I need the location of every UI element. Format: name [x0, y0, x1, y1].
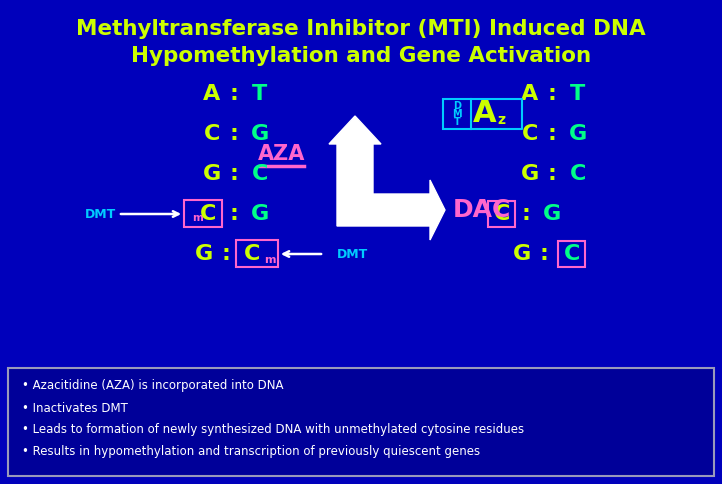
Text: :: : — [547, 164, 557, 184]
Text: A: A — [473, 100, 497, 128]
Text: DMT: DMT — [336, 247, 367, 260]
Text: • Leads to formation of newly synthesized DNA with unmethylated cytosine residue: • Leads to formation of newly synthesize… — [22, 424, 524, 437]
Text: C: C — [570, 164, 586, 184]
Text: C: C — [252, 164, 268, 184]
Text: G: G — [543, 204, 561, 224]
Polygon shape — [329, 116, 445, 240]
Bar — [184, 200, 222, 227]
Text: :: : — [222, 244, 230, 264]
Text: C: C — [494, 204, 510, 224]
Text: G: G — [251, 204, 269, 224]
Text: T: T — [570, 84, 586, 104]
Text: G: G — [195, 244, 213, 264]
Text: C: C — [200, 204, 216, 224]
Text: • Results in hypomethylation and transcription of previously quiescent genes: • Results in hypomethylation and transcr… — [22, 445, 480, 458]
Text: :: : — [547, 84, 557, 104]
Text: DAC: DAC — [453, 198, 511, 222]
Text: AZA: AZA — [258, 144, 305, 164]
Text: Hypomethylation and Gene Activation: Hypomethylation and Gene Activation — [131, 46, 591, 66]
Bar — [558, 241, 585, 267]
Text: z: z — [497, 113, 505, 127]
Text: • Inactivates DMT: • Inactivates DMT — [22, 402, 128, 414]
Text: A: A — [521, 84, 539, 104]
Text: Methyltransferase Inhibitor (MTI) Induced DNA: Methyltransferase Inhibitor (MTI) Induce… — [77, 19, 645, 39]
Text: m: m — [264, 255, 276, 265]
Text: D: D — [453, 101, 461, 111]
Text: G: G — [521, 164, 539, 184]
Text: C: C — [244, 244, 260, 264]
Text: C: C — [522, 124, 538, 144]
Text: A: A — [204, 84, 221, 104]
Text: :: : — [547, 124, 557, 144]
Text: :: : — [230, 204, 238, 224]
Text: :: : — [230, 164, 238, 184]
Text: T: T — [253, 84, 268, 104]
Text: • Azacitidine (AZA) is incorporated into DNA: • Azacitidine (AZA) is incorporated into… — [22, 379, 287, 393]
Text: :: : — [539, 244, 549, 264]
Text: G: G — [569, 124, 587, 144]
Bar — [443, 99, 471, 129]
Text: DMT: DMT — [84, 208, 116, 221]
Text: G: G — [203, 164, 221, 184]
Text: C: C — [204, 124, 220, 144]
Bar — [236, 240, 278, 267]
Text: M: M — [452, 109, 462, 119]
Text: T: T — [453, 118, 461, 127]
Text: G: G — [513, 244, 531, 264]
Text: G: G — [251, 124, 269, 144]
Text: :: : — [230, 84, 238, 104]
Text: :: : — [521, 204, 531, 224]
Text: m: m — [192, 213, 203, 223]
Bar — [8, 368, 714, 476]
Bar — [488, 201, 515, 227]
Text: C: C — [564, 244, 580, 264]
Text: :: : — [230, 124, 238, 144]
